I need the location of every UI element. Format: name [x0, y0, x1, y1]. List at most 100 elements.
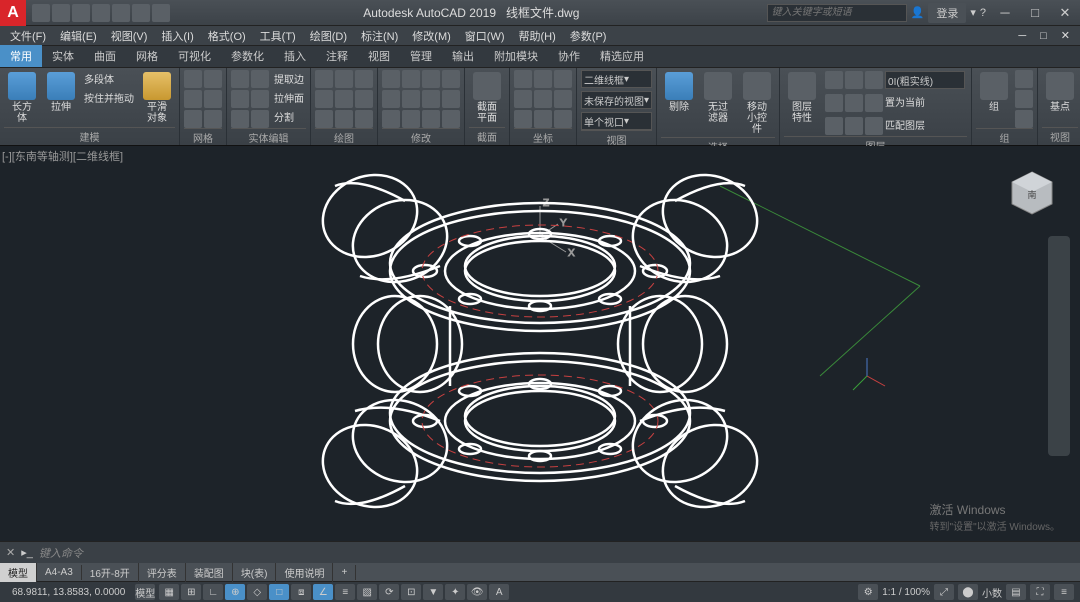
menu-dim[interactable]: 标注(N)	[355, 26, 404, 46]
mod-btn[interactable]	[442, 90, 460, 108]
app-logo[interactable]: A	[0, 0, 26, 26]
layer-props-button[interactable]: 图层特性	[784, 70, 820, 126]
otrack-toggle[interactable]: ∠	[313, 584, 333, 600]
menu-window[interactable]: 窗口(W)	[459, 26, 511, 46]
coord-btn[interactable]	[554, 90, 572, 108]
filter-button[interactable]: 无过滤器	[700, 70, 736, 126]
draw-btn[interactable]	[315, 110, 333, 128]
layer-btn[interactable]	[865, 71, 883, 89]
grp-btn[interactable]	[1015, 70, 1033, 88]
coord-btn[interactable]	[534, 70, 552, 88]
se-btn[interactable]	[251, 70, 269, 88]
layout-tab[interactable]: 16开-8开	[82, 563, 139, 582]
snap-toggle[interactable]: ⊞	[181, 584, 201, 600]
se-btn[interactable]	[231, 70, 249, 88]
minimize-button[interactable]: ─	[990, 3, 1020, 23]
iso-toggle[interactable]: ◇	[247, 584, 267, 600]
coord-btn[interactable]	[514, 110, 532, 128]
rtab-home[interactable]: 常用	[0, 45, 42, 67]
grp-btn[interactable]	[1015, 110, 1033, 128]
menu-view[interactable]: 视图(V)	[105, 26, 154, 46]
lineweight-toggle[interactable]: ≡	[335, 584, 355, 600]
draw-btn[interactable]	[315, 70, 333, 88]
rtab-featured[interactable]: 精选应用	[590, 45, 654, 67]
qat-plot-icon[interactable]	[112, 4, 130, 22]
qat-saveas-icon[interactable]	[92, 4, 110, 22]
gizmo-toggle[interactable]: ✦	[445, 584, 465, 600]
base-button[interactable]: 基点	[1042, 70, 1078, 115]
coord-btn[interactable]	[514, 90, 532, 108]
qat-redo-icon[interactable]	[152, 4, 170, 22]
qat-undo-icon[interactable]	[132, 4, 150, 22]
menu-file[interactable]: 文件(F)	[4, 26, 52, 46]
3dosnap-toggle[interactable]: ⧈	[291, 584, 311, 600]
rtab-surface[interactable]: 曲面	[84, 45, 126, 67]
mod-btn[interactable]	[382, 110, 400, 128]
dyn-ucs-toggle[interactable]: ⊡	[401, 584, 421, 600]
qat-open-icon[interactable]	[52, 4, 70, 22]
layer-dropdown[interactable]: 0I(粗实线)	[885, 71, 965, 89]
menu-insert[interactable]: 插入(I)	[155, 26, 199, 46]
presspull-button[interactable]: 按住并拖动	[82, 89, 136, 106]
quickprops-button[interactable]: ▤	[1006, 584, 1026, 600]
grp-btn[interactable]	[1015, 90, 1033, 108]
clean-screen-button[interactable]: ⛶	[1030, 584, 1050, 600]
extrude-face-button[interactable]: 拉伸面	[272, 89, 306, 106]
layout-tab[interactable]: 评分表	[139, 563, 186, 582]
command-line[interactable]: ✕ ▸_ 键入命令	[0, 541, 1080, 563]
mesh-btn[interactable]	[184, 90, 202, 108]
login-button[interactable]: 登录	[928, 3, 966, 23]
se-btn[interactable]	[231, 90, 249, 108]
match-layer-button[interactable]: 匹配图层	[885, 117, 925, 135]
filter-toggle[interactable]: ▼	[423, 584, 443, 600]
layout-tab-model[interactable]: 模型	[0, 563, 37, 582]
layout-tab[interactable]: A4-A3	[37, 565, 82, 580]
layer-btn[interactable]	[845, 117, 863, 135]
help-icon[interactable]: ?	[980, 7, 986, 19]
annot-scale-toggle[interactable]: A	[489, 584, 509, 600]
osnap-toggle[interactable]: □	[269, 584, 289, 600]
layer-btn[interactable]	[825, 71, 843, 89]
rtab-param[interactable]: 参数化	[221, 45, 274, 67]
visual-style-dropdown[interactable]: 二维线框 ▾	[581, 70, 652, 88]
menu-format[interactable]: 格式(O)	[202, 26, 252, 46]
drawing-canvas[interactable]: [-][东南等轴测][二维线框] Z X Y	[0, 146, 1080, 541]
search-input[interactable]	[767, 4, 907, 22]
layer-btn[interactable]	[825, 94, 843, 112]
grid-toggle[interactable]: ▦	[159, 584, 179, 600]
smooth-button[interactable]: 平滑对象	[139, 70, 175, 126]
viewport-dropdown[interactable]: 单个视口 ▾	[581, 112, 652, 130]
se-btn[interactable]	[251, 90, 269, 108]
menu-draw[interactable]: 绘图(D)	[304, 26, 353, 46]
box-button[interactable]: 长方体	[4, 70, 40, 126]
rtab-solid[interactable]: 实体	[42, 45, 84, 67]
polar-toggle[interactable]: ⊕	[225, 584, 245, 600]
rtab-collab[interactable]: 协作	[548, 45, 590, 67]
layout-tab[interactable]: 块(表)	[233, 563, 277, 582]
mesh-btn[interactable]	[204, 90, 222, 108]
layout-add-button[interactable]: +	[333, 565, 356, 580]
menu-param[interactable]: 参数(P)	[564, 26, 613, 46]
mod-btn[interactable]	[402, 110, 420, 128]
draw-btn[interactable]	[355, 110, 373, 128]
maximize-button[interactable]: □	[1020, 3, 1050, 23]
customize-button[interactable]: ≡	[1054, 584, 1074, 600]
mod-btn[interactable]	[382, 70, 400, 88]
exchange-icon[interactable]: ▾	[970, 6, 976, 19]
saved-view-dropdown[interactable]: 未保存的视图 ▾	[581, 91, 652, 109]
rtab-output[interactable]: 输出	[442, 45, 484, 67]
rtab-annotate[interactable]: 注释	[316, 45, 358, 67]
draw-btn[interactable]	[315, 90, 333, 108]
draw-btn[interactable]	[335, 90, 353, 108]
mesh-btn[interactable]	[204, 110, 222, 128]
mod-btn[interactable]	[422, 70, 440, 88]
cycling-toggle[interactable]: ⟳	[379, 584, 399, 600]
layer-btn[interactable]	[865, 117, 883, 135]
layer-btn[interactable]	[845, 94, 863, 112]
nav-bar[interactable]	[1048, 236, 1070, 456]
draw-btn[interactable]	[335, 70, 353, 88]
mod-btn[interactable]	[442, 70, 460, 88]
menu-tools[interactable]: 工具(T)	[254, 26, 302, 46]
annoscale-button[interactable]: ⤢	[934, 584, 954, 600]
rtab-insert[interactable]: 插入	[274, 45, 316, 67]
